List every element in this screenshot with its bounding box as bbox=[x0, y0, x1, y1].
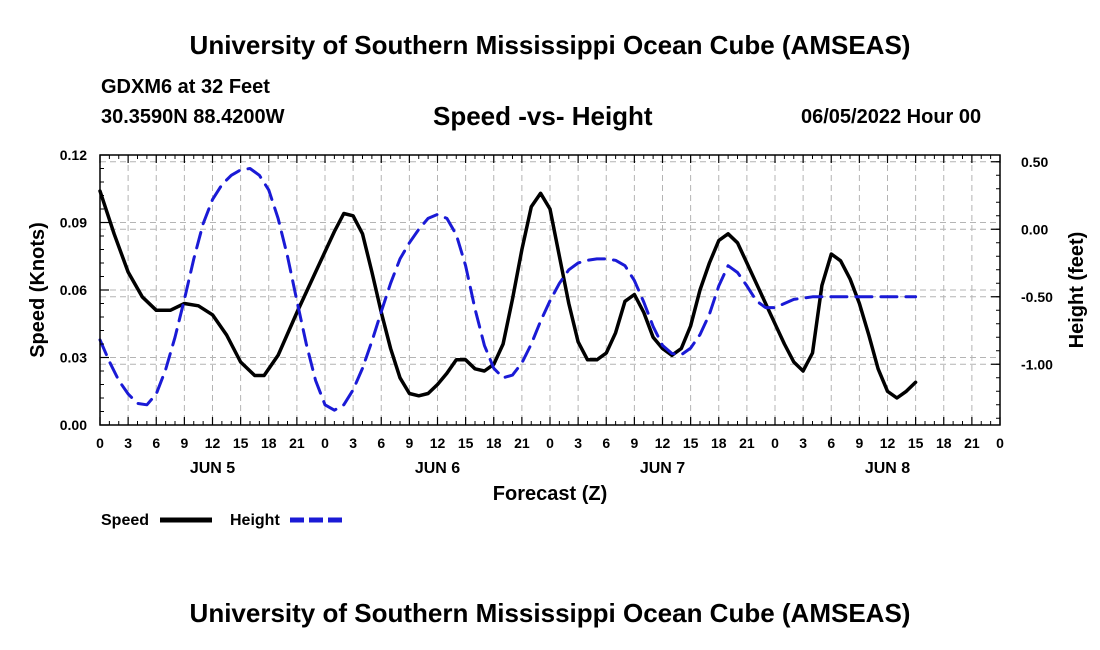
y-tick-label: 0.12 bbox=[60, 147, 87, 163]
x-tick-label: 21 bbox=[964, 435, 980, 451]
x-tick-label: 9 bbox=[405, 435, 413, 451]
x-tick-label: 12 bbox=[205, 435, 221, 451]
legend: Speed Height bbox=[101, 512, 342, 529]
forecast-date: 06/05/2022 Hour 00 bbox=[801, 106, 982, 128]
x-axis-title: Forecast (Z) bbox=[493, 483, 607, 505]
x-tick-label: 15 bbox=[908, 435, 924, 451]
x-tick-label: 3 bbox=[124, 435, 132, 451]
y2-tick-label: 0.50 bbox=[1021, 154, 1048, 170]
x-tick-label: 15 bbox=[458, 435, 474, 451]
x-tick-label: 3 bbox=[574, 435, 582, 451]
x-tick-label: 0 bbox=[321, 435, 329, 451]
day-label: JUN 6 bbox=[415, 460, 460, 477]
speed-series-line bbox=[98, 189, 918, 400]
day-label: JUN 7 bbox=[640, 460, 685, 477]
y-axis-title: Speed (Knots) bbox=[27, 222, 49, 358]
y-tick-label: 0.09 bbox=[60, 215, 87, 231]
y2-tick-label: 0.00 bbox=[1021, 221, 1048, 237]
x-tick-label: 0 bbox=[96, 435, 104, 451]
y-tick-label: 0.06 bbox=[60, 282, 87, 298]
x-tick-label: 12 bbox=[880, 435, 896, 451]
x-tick-label: 15 bbox=[683, 435, 699, 451]
x-tick-label: 3 bbox=[349, 435, 357, 451]
x-tick-label: 9 bbox=[855, 435, 863, 451]
station-label: GDXM6 at 32 Feet bbox=[101, 76, 270, 98]
y2-tick-label: -0.50 bbox=[1021, 289, 1053, 305]
grid-lines bbox=[100, 155, 1000, 425]
height-series-line bbox=[98, 167, 918, 412]
day-label: JUN 8 bbox=[865, 460, 910, 477]
footer-title: University of Southern Mississippi Ocean… bbox=[189, 598, 911, 628]
series-lines bbox=[98, 167, 918, 412]
y2-axis-title: Height (feet) bbox=[1066, 232, 1088, 349]
x-tick-label: 18 bbox=[261, 435, 277, 451]
x-tick-label: 6 bbox=[377, 435, 385, 451]
y2-tick-label: -1.00 bbox=[1021, 356, 1053, 372]
x-tick-label: 6 bbox=[827, 435, 835, 451]
x-tick-label: 21 bbox=[514, 435, 530, 451]
x-tick-label: 15 bbox=[233, 435, 249, 451]
x-tick-label: 21 bbox=[739, 435, 755, 451]
x-tick-label: 0 bbox=[546, 435, 554, 451]
station-coordinates: 30.3590N 88.4200W bbox=[101, 106, 285, 128]
x-tick-label: 18 bbox=[936, 435, 952, 451]
legend-height-label: Height bbox=[230, 512, 280, 529]
chart-title: Speed -vs- Height bbox=[433, 101, 653, 131]
x-tick-label: 0 bbox=[996, 435, 1004, 451]
x-tick-label: 18 bbox=[486, 435, 502, 451]
axis-ticks bbox=[99, 154, 1001, 426]
x-tick-label: 9 bbox=[630, 435, 638, 451]
y-tick-label: 0.00 bbox=[60, 417, 87, 433]
x-tick-label: 12 bbox=[430, 435, 446, 451]
x-tick-label: 18 bbox=[711, 435, 727, 451]
x-tick-label: 0 bbox=[771, 435, 779, 451]
x-tick-label: 12 bbox=[655, 435, 671, 451]
legend-speed-label: Speed bbox=[101, 512, 149, 529]
x-tick-label: 9 bbox=[180, 435, 188, 451]
x-tick-label: 6 bbox=[602, 435, 610, 451]
day-label: JUN 5 bbox=[190, 460, 235, 477]
x-tick-label: 21 bbox=[289, 435, 305, 451]
main-title: University of Southern Mississippi Ocean… bbox=[189, 30, 911, 60]
axis-labels: 0 3 6 9 12 15 18 21 0 3 6 9 12 15 18 21 0 3 6 9 12 15 18 21 0 3 6 9… bbox=[27, 147, 1088, 505]
x-tick-label: 6 bbox=[152, 435, 160, 451]
x-tick-label: 3 bbox=[799, 435, 807, 451]
y-tick-label: 0.03 bbox=[60, 350, 87, 366]
